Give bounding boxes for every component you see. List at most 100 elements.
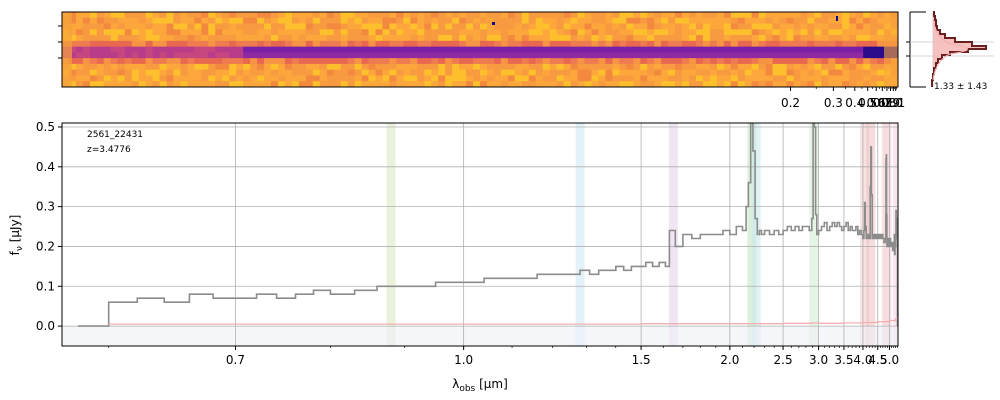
heatmap-cell [786,52,794,59]
heatmap-cell [723,40,732,48]
heatmap-cell [514,29,523,36]
heatmap-cell [584,23,592,30]
heatmap-cell [577,46,585,53]
heatmap-cell [507,58,516,65]
histogram-step [931,11,987,87]
heatmap-cell [675,46,683,53]
heatmap-cell [737,63,746,71]
heatmap-cell [291,52,300,59]
heatmap-cell [668,69,676,76]
heatmap-cell [382,58,390,65]
heatmap-cell [633,69,641,76]
heatmap-cell [716,23,725,30]
heatmap-cell [556,12,564,19]
heatmap-cell [229,75,237,82]
heatmap-cell [800,81,808,87]
heatmap-cell [438,40,446,48]
heatmap-cell [786,46,794,53]
heatmap-cell [89,35,98,42]
heatmap-cell [222,58,230,65]
heatmap-cell [737,12,746,19]
heatmap-cell [500,29,509,36]
heatmap-cell [493,40,502,48]
heatmap-cell [368,69,376,76]
heatmap-cell [842,75,850,82]
heatmap-cell [654,23,662,30]
heatmap-cell [138,12,146,19]
heatmap-cell [291,69,300,76]
heatmap-cell [863,23,871,30]
heatmap-cell [765,46,773,53]
heatmap-cell [507,12,516,19]
heatmap-cell [514,12,523,19]
heatmap-cell [250,29,258,36]
heatmap-cell [835,23,843,30]
heatmap-cell [466,29,474,36]
heatmap-cell [473,35,481,42]
heatmap-cell [424,35,432,42]
heatmap-cell [236,23,244,30]
heatmap-cell [424,12,432,19]
heatmap-cell [542,81,551,87]
heatmap-cell [152,52,160,59]
heatmap-cell [298,23,307,30]
heatmap-cell [514,35,523,42]
spectrum-2d-tick-label: 0.5 [858,96,877,110]
heatmap-cell [68,69,77,76]
heatmap-cell [110,17,119,24]
heatmap-cell [208,63,216,71]
heatmap-cell [654,46,662,53]
heatmap-cell [807,12,815,19]
heatmap-cell [243,52,251,59]
heatmap-cell [452,29,460,36]
heatmap-cell [354,46,362,53]
heatmap-cell [619,52,627,59]
heatmap-cell [675,23,683,30]
heatmap-cell [264,12,272,19]
heatmap-cell [173,40,181,48]
heatmap-cell [500,58,509,65]
heatmap-cell [661,17,669,24]
heatmap-cell [709,52,718,59]
heatmap-cell [410,63,418,71]
heatmap-cell [793,12,801,19]
heatmap-cell [682,40,690,48]
heatmap-cell [751,46,760,53]
x-tick-label: 4.0 [853,353,872,367]
heatmap-cell [361,29,369,36]
heatmap-cell [870,58,878,65]
histogram-body [931,11,987,87]
heatmap-cell [765,52,773,59]
heatmap-cell [382,52,390,59]
heatmap-cell [605,52,613,59]
heatmap-cell [772,81,780,87]
heatmap-cell [417,46,425,53]
heatmap-cell [849,40,857,48]
heatmap-cell [549,23,558,30]
heatmap-cell [180,63,188,71]
heatmap-cell [842,40,850,48]
heatmap-cell [863,40,871,48]
spectrum-2d-frame [61,11,899,88]
heatmap-cell [814,29,822,36]
heatmap-cell [347,40,355,48]
heatmap-cell [403,63,411,71]
heatmap-cell [466,81,474,87]
heatmap-cell [243,17,251,24]
heatmap-cell [459,46,467,53]
histogram-gaussian [932,19,969,81]
spectrum-1d-frame [61,122,899,347]
heatmap-cell [173,35,181,42]
heatmap-cell [549,29,558,36]
heatmap-cell [222,63,230,71]
heatmap-cell [424,63,432,71]
heatmap-cell [723,58,732,65]
heatmap-cell [208,17,216,24]
heatmap-cell [410,46,418,53]
heatmap-cell [758,12,767,19]
heatmap-cell [849,17,857,24]
heatmap-cell [633,35,641,42]
heatmap-cell [319,40,328,48]
heatmap-cell [264,58,272,65]
heatmap-cell [758,58,767,65]
